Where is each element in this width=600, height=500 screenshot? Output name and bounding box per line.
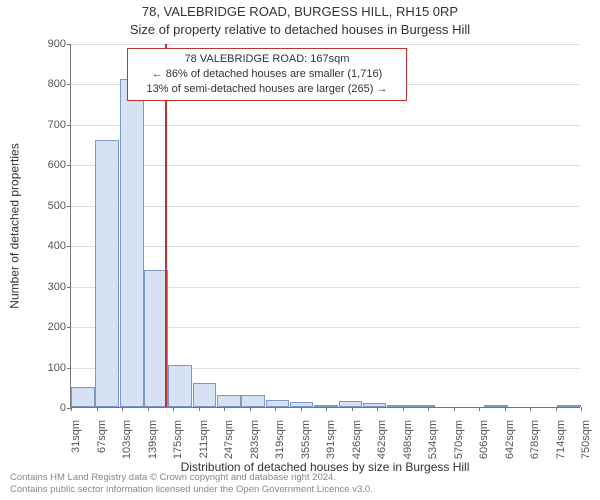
histogram-bar: [241, 395, 265, 407]
y-tick-mark: [67, 84, 71, 85]
x-tick-mark: [581, 407, 582, 411]
x-tick-label: 750sqm: [580, 420, 592, 470]
chart-container: 78, VALEBRIDGE ROAD, BURGESS HILL, RH15 …: [0, 0, 600, 500]
y-tick-label: 0: [6, 402, 66, 414]
y-tick-label: 900: [6, 38, 66, 50]
histogram-bar: [120, 79, 144, 407]
x-tick-mark: [224, 407, 225, 411]
histogram-bar: [266, 400, 290, 407]
footer-attribution: Contains HM Land Registry data © Crown c…: [10, 472, 373, 496]
x-tick-mark: [556, 407, 557, 411]
x-tick-mark: [428, 407, 429, 411]
histogram-bar: [168, 365, 192, 407]
y-tick-mark: [67, 125, 71, 126]
x-tick-mark: [275, 407, 276, 411]
histogram-bar: [557, 405, 581, 407]
chart-title-address: 78, VALEBRIDGE ROAD, BURGESS HILL, RH15 …: [0, 4, 600, 19]
y-tick-label: 800: [6, 78, 66, 90]
x-tick-mark: [97, 407, 98, 411]
y-tick-mark: [67, 287, 71, 288]
x-tick-mark: [71, 407, 72, 411]
x-tick-mark: [454, 407, 455, 411]
x-tick-mark: [301, 407, 302, 411]
y-tick-label: 300: [6, 281, 66, 293]
grid-line: [71, 206, 580, 207]
y-tick-label: 100: [6, 362, 66, 374]
annotation-box: 78 VALEBRIDGE ROAD: 167sqm← 86% of detac…: [127, 48, 407, 101]
y-tick-mark: [67, 44, 71, 45]
y-tick-label: 200: [6, 321, 66, 333]
grid-line: [71, 246, 580, 247]
annotation-line: ← 86% of detached houses are smaller (1,…: [134, 67, 400, 82]
y-tick-label: 600: [6, 159, 66, 171]
x-tick-mark: [173, 407, 174, 411]
chart-title-subtitle: Size of property relative to detached ho…: [0, 22, 600, 37]
plot-area: 78 VALEBRIDGE ROAD: 167sqm← 86% of detac…: [70, 44, 580, 408]
histogram-bar: [363, 403, 387, 407]
y-tick-mark: [67, 165, 71, 166]
y-tick-label: 500: [6, 200, 66, 212]
histogram-bar: [339, 401, 363, 407]
histogram-bar: [217, 395, 241, 407]
y-axis-label-container: Number of detached properties: [8, 44, 22, 408]
histogram-bar: [95, 140, 119, 407]
y-tick-label: 700: [6, 119, 66, 131]
grid-line: [71, 44, 580, 45]
y-tick-mark: [67, 206, 71, 207]
histogram-bar: [71, 387, 95, 407]
x-tick-mark: [122, 407, 123, 411]
histogram-bar: [411, 405, 435, 407]
x-tick-mark: [505, 407, 506, 411]
x-tick-mark: [403, 407, 404, 411]
histogram-bar: [387, 405, 411, 407]
y-tick-mark: [67, 246, 71, 247]
grid-line: [71, 125, 580, 126]
x-tick-mark: [250, 407, 251, 411]
annotation-line: 78 VALEBRIDGE ROAD: 167sqm: [134, 52, 400, 67]
y-tick-mark: [67, 368, 71, 369]
x-tick-mark: [148, 407, 149, 411]
x-tick-mark: [479, 407, 480, 411]
y-tick-label: 400: [6, 240, 66, 252]
histogram-bar: [193, 383, 217, 407]
x-tick-mark: [352, 407, 353, 411]
annotation-line: 13% of semi-detached houses are larger (…: [134, 82, 400, 97]
grid-line: [71, 165, 580, 166]
x-tick-mark: [326, 407, 327, 411]
y-tick-mark: [67, 327, 71, 328]
x-tick-mark: [377, 407, 378, 411]
footer-line-1: Contains HM Land Registry data © Crown c…: [10, 472, 373, 484]
x-tick-mark: [530, 407, 531, 411]
x-tick-mark: [199, 407, 200, 411]
footer-line-2: Contains public sector information licen…: [10, 484, 373, 496]
histogram-bar: [290, 402, 314, 407]
